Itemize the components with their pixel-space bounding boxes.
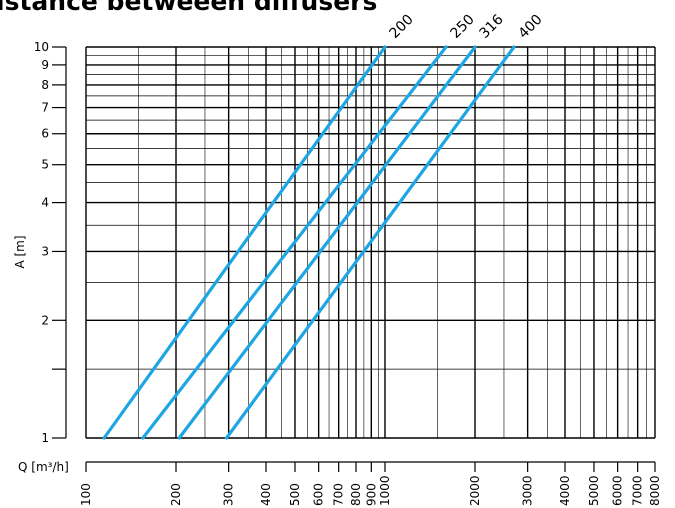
x-tick-label: 900 <box>364 483 378 506</box>
x-tick-label: 200 <box>169 483 183 506</box>
y-tick-label: 8 <box>41 78 49 92</box>
x-axis-label: Q [m³/h] <box>18 460 69 474</box>
y-tick-label: 10 <box>34 40 49 54</box>
x-axis: 100 200 300 400 500 600 700 800 900 1000 2000 3000 4… <box>79 461 662 506</box>
series-label-400: 400 <box>515 12 545 42</box>
series-line-200 <box>102 45 387 440</box>
x-tick-label: 4000 <box>558 475 572 506</box>
x-tick-label: 700 <box>332 483 346 506</box>
y-tick-label: 5 <box>41 158 49 172</box>
x-tick-label: 7000 <box>631 475 645 506</box>
y-tick-label: 4 <box>41 196 49 210</box>
x-tick-label: 6000 <box>611 475 625 506</box>
series-line-250 <box>141 45 448 440</box>
y-axis-label: A [m] <box>13 235 27 268</box>
series-line-400 <box>224 45 516 440</box>
y-tick-label: 1 <box>41 431 49 445</box>
x-tick-label: 400 <box>259 483 273 506</box>
y-axis: 1 2 3 4 5 6 7 8 9 10 <box>34 40 67 445</box>
y-tick-label: 9 <box>41 58 49 72</box>
series-label-316: 316 <box>477 12 507 42</box>
x-tick-label: 8000 <box>648 475 662 506</box>
y-tick-label: 2 <box>41 313 49 327</box>
x-tick-label: 100 <box>79 483 93 506</box>
series-line-316 <box>177 45 477 440</box>
y-tick-label: 7 <box>41 101 49 115</box>
chart-title: istance betweeen diffusers <box>0 0 377 16</box>
x-tick-label: 600 <box>312 483 326 506</box>
series-label-250: 250 <box>448 12 478 42</box>
y-tick-label: 6 <box>41 127 49 141</box>
y-tick-label: 3 <box>41 244 49 258</box>
x-tick-label: 1000 <box>378 475 392 506</box>
series-label-200: 200 <box>387 12 417 42</box>
x-tick-label: 500 <box>288 483 302 506</box>
x-tick-label: 2000 <box>468 475 482 506</box>
x-tick-label: 300 <box>222 483 236 506</box>
x-tick-label: 5000 <box>587 475 601 506</box>
x-tick-label: 800 <box>349 483 363 506</box>
x-tick-label: 3000 <box>521 475 535 506</box>
